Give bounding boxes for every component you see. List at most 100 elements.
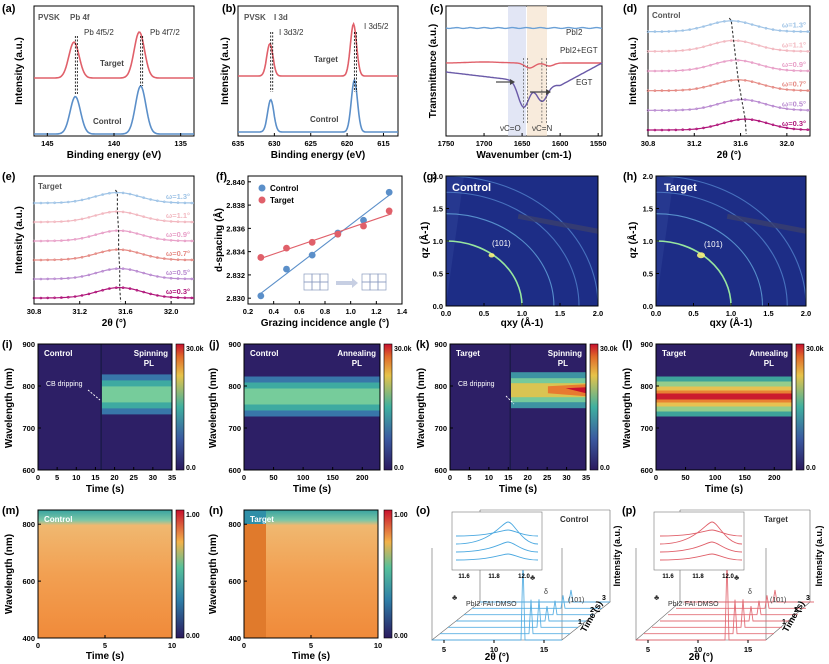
tick-label: 1.0 (345, 307, 355, 316)
panel-h: (h) Target (101) 0.0 0.5 1.0 1.5 2.0 0.0 0.5 1.… (623, 171, 811, 329)
axes-ticks: 0 5 10 400 600 800 (22, 520, 176, 650)
axes-ticks: 11.6 11.8 12.0 5 10 15 1 2 3 (442, 574, 606, 654)
peak-title: Pb 4f (70, 13, 90, 22)
colorbar-min: 0.00 (394, 633, 408, 640)
tick-label: 1600 (552, 139, 569, 148)
series-control-line (238, 77, 398, 133)
plot-frame (449, 343, 587, 471)
series-label: ω=1.1° (782, 40, 806, 49)
series-control-line (34, 85, 194, 135)
x-ticks: 30.8 31.2 31.6 32.0 (641, 133, 794, 148)
corner-label: Control (44, 349, 72, 358)
tick-label: 35 (168, 473, 176, 482)
colorbar-max: 30.0k (394, 346, 412, 353)
series-pbi2egt-line (446, 61, 602, 69)
tick-label: 5 (646, 645, 650, 654)
z-axis-label: Intensity (a.u.) (814, 525, 824, 586)
tick-label: 200 (768, 473, 781, 482)
series-control: Control (93, 117, 121, 126)
tick-label: 2.0 (801, 309, 811, 318)
tick-label: 700 (228, 424, 241, 433)
inset-trace (455, 541, 539, 553)
axes-ticks: 0 50 100 150 200 600 700 800 900 (640, 340, 780, 482)
panel-letter: (j) (209, 339, 220, 351)
phase-label: PbI2·FAI·DMSO (466, 601, 517, 608)
x-axis-label: Binding energy (eV) (67, 150, 161, 161)
corner-label: Target (764, 515, 788, 524)
tick-label: 1 (782, 619, 786, 626)
tick-label: 1.0 (517, 309, 527, 318)
tick-label: 0 (448, 473, 452, 482)
data-point (308, 251, 316, 259)
peak-shift-guide (728, 17, 747, 135)
tick-label: 100 (709, 473, 722, 482)
peak-label: (101) (568, 597, 584, 604)
tick-label: 0 (242, 473, 246, 482)
x-axis-label: Time (s) (292, 651, 330, 662)
shadow-band (517, 213, 599, 234)
tick-label: 700 (22, 424, 35, 433)
data-point (360, 222, 367, 230)
y-axis-label: qz (Å-1) (626, 222, 639, 259)
panel-d: (d) Control ω=1.3° ω=1.1° ω=0.9° ω=0.7° ω=0.… (623, 3, 811, 161)
early-band-top (244, 510, 266, 524)
axes-ticks: 0 5 10 15 20 25 30 35 600 700 800 900 (22, 340, 176, 482)
tick-label: 1.2 (371, 307, 381, 316)
tick-label: 0 (36, 641, 40, 650)
tick-label: 1750 (438, 139, 455, 148)
y-axis-label: Intensity (a.u.) (14, 206, 25, 274)
corner-label: Target (38, 182, 62, 191)
tick-label: 10 (694, 645, 702, 654)
series-target: Target (314, 55, 338, 64)
annotation: CB dripping (458, 381, 495, 388)
colorbar (383, 509, 393, 639)
mode-label: Spinning (134, 349, 168, 358)
y-axis-label: qz (Å-1) (418, 222, 431, 259)
trace (684, 589, 814, 603)
mode-sublabel: PL (558, 359, 568, 368)
panel-letter: (i) (2, 339, 13, 351)
series-line (648, 39, 810, 52)
y-axis-label: d-spacing (Å) (212, 208, 225, 272)
panel-l: (l) Target Annealing PL 0 50 100 150 200 600 7… (622, 339, 824, 495)
x-axis-label: Time (s) (86, 484, 124, 495)
tick-label: 20 (110, 473, 118, 482)
tick-label: 0.0 (643, 302, 653, 311)
y-axis-label: Intensity (a.u.) (628, 37, 639, 105)
colorbar-max: 30.0k (600, 346, 618, 353)
y-axis-label: Wavelength (nm) (4, 368, 15, 448)
panel-letter: (d) (623, 3, 637, 15)
corner-label: PVSK (244, 13, 266, 22)
time-axis-label: Time (s) (578, 599, 604, 634)
trace (472, 595, 602, 609)
corner-label: Target (250, 515, 274, 524)
z-axis-label: Intensity (a.u.) (612, 525, 622, 586)
inset (451, 511, 543, 571)
corner-label: Control (44, 515, 72, 524)
inset-trace (659, 521, 743, 545)
series-target-line (34, 31, 194, 79)
data-point (257, 254, 265, 261)
colorbar-max: 1.00 (186, 512, 200, 519)
fit-line (257, 192, 393, 296)
peak2-label: Pb 4f7/2 (150, 28, 180, 37)
data-point (334, 230, 342, 238)
pl-map-bands (509, 344, 586, 470)
bragg-spot (697, 252, 705, 259)
tick-label: 400 (22, 634, 35, 643)
inset-trace (455, 553, 539, 561)
series-label: ω=0.7° (782, 80, 806, 89)
tick-label: 10 (168, 641, 176, 650)
tick-label: 50 (681, 473, 689, 482)
tick-label: 625 (304, 139, 317, 148)
tick-label: 0.5 (643, 270, 653, 279)
panel-letter: (h) (623, 171, 637, 183)
panel-letter: (g) (423, 171, 437, 183)
mode-sublabel: PL (764, 359, 774, 368)
tick-label: 600 (228, 466, 241, 475)
tick-label: 15 (91, 473, 99, 482)
tick-label: 1.0 (726, 309, 736, 318)
tick-label: 2 (794, 607, 798, 614)
tick-label: 615 (377, 139, 390, 148)
